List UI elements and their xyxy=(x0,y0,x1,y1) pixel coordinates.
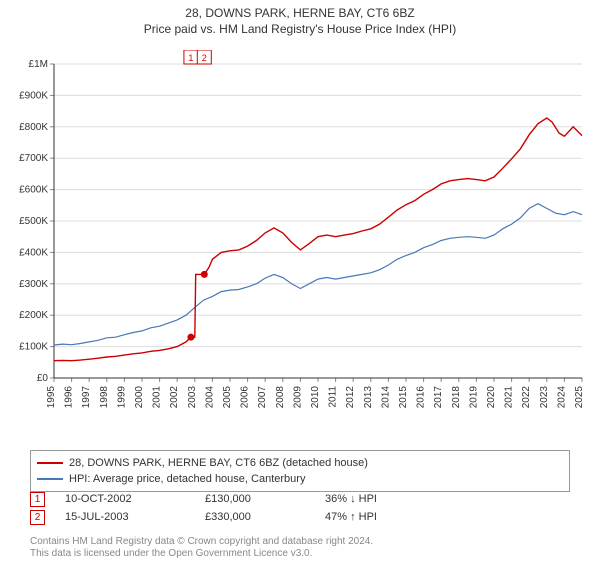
x-axis-label: 1997 xyxy=(81,386,92,409)
table-row: 1 10-OCT-2002 £130,000 36% ↓ HPI xyxy=(30,490,570,508)
y-axis-label: £900K xyxy=(19,90,48,101)
x-axis-label: 2011 xyxy=(328,386,339,408)
x-axis-label: 2012 xyxy=(345,386,356,409)
chart-title: 28, DOWNS PARK, HERNE BAY, CT6 6BZ xyxy=(0,6,600,20)
sale-marker-number: 2 xyxy=(202,53,207,63)
x-axis-label: 2002 xyxy=(169,386,180,409)
y-axis-label: £200K xyxy=(19,310,48,321)
y-axis-label: £300K xyxy=(19,279,48,290)
sale-marker-icon: 1 xyxy=(30,492,45,507)
legend-row: 28, DOWNS PARK, HERNE BAY, CT6 6BZ (deta… xyxy=(37,455,563,471)
y-axis-label: £600K xyxy=(19,185,48,196)
legend-row: HPI: Average price, detached house, Cant… xyxy=(37,471,563,487)
y-axis-label: £400K xyxy=(19,247,48,258)
y-axis-label: £800K xyxy=(19,122,48,133)
x-axis-label: 2010 xyxy=(310,386,321,409)
sale-pct: 36% ↓ HPI xyxy=(325,493,445,505)
x-axis-label: 2015 xyxy=(398,386,409,409)
x-axis-label: 2006 xyxy=(240,386,251,409)
chart-area: £0 £100K £200K £300K £400K £500K £600K £700K £80… xyxy=(10,50,590,420)
x-axis-label: 2005 xyxy=(222,386,233,409)
x-axis-label: 1998 xyxy=(99,386,110,409)
series-hpi xyxy=(54,204,582,345)
x-axis-label: 2004 xyxy=(204,386,215,409)
chart-svg: £0 £100K £200K £300K £400K £500K £600K £700K £80… xyxy=(10,50,590,420)
legend: 28, DOWNS PARK, HERNE BAY, CT6 6BZ (deta… xyxy=(30,450,570,492)
x-axis-label: 2014 xyxy=(380,386,391,409)
x-axis-label: 2023 xyxy=(539,386,550,409)
x-axis-label: 2021 xyxy=(504,386,515,409)
x-axis-label: 2007 xyxy=(257,386,268,409)
legend-label: HPI: Average price, detached house, Cant… xyxy=(69,473,305,485)
x-axis-label: 1995 xyxy=(46,386,57,409)
sale-price: £330,000 xyxy=(205,511,325,523)
x-axis-label: 1999 xyxy=(116,386,127,409)
x-axis-label: 2018 xyxy=(451,386,462,409)
x-axis-label: 2013 xyxy=(363,386,374,409)
sales-table: 1 10-OCT-2002 £130,000 36% ↓ HPI 2 15-JU… xyxy=(30,490,570,526)
x-axis-label: 2001 xyxy=(152,386,163,409)
sale-date: 15-JUL-2003 xyxy=(65,511,205,523)
x-axis-label: 1996 xyxy=(64,386,75,409)
footnote-line: This data is licensed under the Open Gov… xyxy=(30,548,312,559)
chart-subtitle: Price paid vs. HM Land Registry's House … xyxy=(0,22,600,36)
y-axis-label: £100K xyxy=(19,342,48,353)
sale-marker-number: 1 xyxy=(188,53,193,63)
x-axis-label: 2009 xyxy=(292,386,303,409)
x-axis-label: 2000 xyxy=(134,386,145,409)
x-axis-label: 2025 xyxy=(574,386,585,409)
table-row: 2 15-JUL-2003 £330,000 47% ↑ HPI xyxy=(30,508,570,526)
sale-marker-icon: 2 xyxy=(30,510,45,525)
x-axis-label: 2024 xyxy=(556,386,567,409)
legend-swatch xyxy=(37,462,63,464)
y-axis-label: £700K xyxy=(19,153,48,164)
sale-point xyxy=(201,271,208,278)
x-axis-label: 2020 xyxy=(486,386,497,409)
legend-swatch xyxy=(37,478,63,480)
series-price-paid xyxy=(54,118,582,361)
y-axis-label: £500K xyxy=(19,216,48,227)
x-axis-label: 2003 xyxy=(187,386,198,409)
x-axis-label: 2016 xyxy=(416,386,427,409)
sale-point xyxy=(187,334,194,341)
x-axis-label: 2019 xyxy=(468,386,479,409)
sale-price: £130,000 xyxy=(205,493,325,505)
y-axis-label: £1M xyxy=(29,59,48,70)
footnote: Contains HM Land Registry data © Crown c… xyxy=(30,536,570,560)
y-axis-label: £0 xyxy=(37,373,49,384)
x-axis-label: 2008 xyxy=(275,386,286,409)
legend-label: 28, DOWNS PARK, HERNE BAY, CT6 6BZ (deta… xyxy=(69,457,368,469)
footnote-line: Contains HM Land Registry data © Crown c… xyxy=(30,536,373,547)
sale-pct: 47% ↑ HPI xyxy=(325,511,445,523)
x-axis-label: 2022 xyxy=(521,386,532,409)
x-axis-label: 2017 xyxy=(433,386,444,409)
sale-date: 10-OCT-2002 xyxy=(65,493,205,505)
